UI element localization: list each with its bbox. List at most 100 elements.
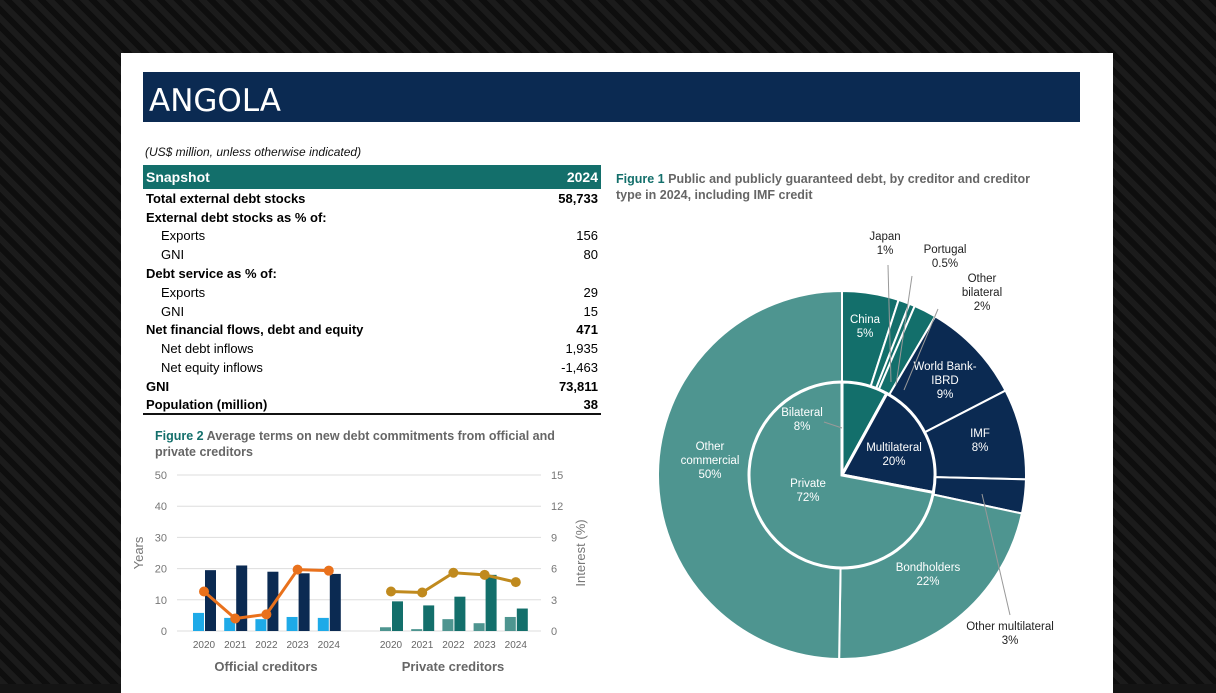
pie-slice-multilateral: [839, 391, 937, 495]
grace-bar: [411, 629, 423, 631]
leader-line: [981, 493, 1011, 616]
grace-bar: [380, 627, 391, 631]
header-label: Snapshot: [146, 169, 210, 185]
pie-slice-private: [747, 380, 936, 570]
slice-label: bilateral: [962, 287, 1002, 299]
row-value: 73,811: [558, 378, 598, 394]
snapshot-table: Snapshot 2024 Total external debt stocks 5…: [143, 165, 601, 415]
figure2-title: Figure 2 Average terms on new debt commi…: [155, 428, 595, 460]
interest-point: [386, 586, 396, 597]
table-row: Exports 156: [143, 227, 601, 246]
slice-pct: 8%: [972, 442, 989, 454]
table-row: Net financial flows, debt and equity 471: [143, 321, 601, 340]
leader-line: [903, 308, 939, 391]
table-row: GNI 15: [143, 302, 601, 321]
slice-label: IBRD: [931, 375, 958, 387]
unit-note: (US$ million, unless otherwise indicated…: [145, 145, 362, 159]
interest-point: [417, 587, 428, 598]
header-year: 2024: [566, 169, 598, 185]
slice-pct: 22%: [916, 576, 939, 588]
x-tick-label: 2022: [255, 640, 278, 651]
slice-label: China: [850, 314, 881, 326]
slice-pct: 5%: [857, 328, 874, 340]
y-tick-label: 30: [155, 532, 167, 544]
row-value: 80: [583, 247, 598, 263]
row-value: 1,935: [565, 341, 598, 357]
slice-label: Japan: [869, 231, 900, 243]
slice-pct: 0.5%: [932, 258, 958, 270]
document-page: ANGOLA (US$ million, unless otherwise in…: [121, 53, 1113, 693]
interest-point: [199, 586, 209, 597]
row-label: Debt service as % of:: [146, 266, 277, 282]
row-label: Population (million): [146, 396, 268, 412]
grace-bar: [473, 623, 485, 631]
interest-point: [292, 564, 303, 575]
row-value: 38: [583, 396, 598, 412]
table-row: Net equity inflows -1,463: [143, 358, 601, 377]
row-value: 15: [583, 303, 598, 319]
grace-bar: [224, 617, 236, 631]
maturity-bar: [454, 596, 466, 631]
row-value: 29: [583, 284, 598, 300]
row-label: GNI: [161, 247, 185, 263]
slice-label: Other multilateral: [966, 621, 1054, 633]
interest-point: [261, 609, 272, 620]
maturity-bar: [392, 601, 403, 631]
snapshot-header: Snapshot 2024: [143, 165, 601, 189]
x-tick-label: 2020: [193, 640, 216, 651]
x-tick-label: 2024: [505, 640, 528, 651]
grace-bar: [442, 619, 454, 631]
maturity-bar: [329, 573, 341, 631]
y2-tick-label: 15: [551, 470, 563, 482]
interest-point: [479, 569, 490, 580]
x-tick-label: 2023: [286, 640, 309, 651]
table-row: Exports 29: [143, 283, 601, 302]
row-value: 58,733: [558, 190, 598, 206]
figure1-title: Figure 1 Public and publicly guaranteed …: [616, 171, 1036, 203]
slice-pct: 1%: [877, 245, 894, 257]
table-row: Population (million) 38: [143, 396, 601, 415]
x-tick-label: 2021: [224, 640, 247, 651]
inner-pct: 72%: [796, 492, 819, 504]
y2-axis-label: Interest (%): [573, 519, 588, 586]
x-tick-label: 2020: [380, 640, 403, 651]
slice-pct: 2%: [974, 301, 991, 313]
slice-label: World Bank-: [913, 361, 976, 373]
leader-line: [887, 264, 892, 383]
interest-point: [230, 613, 241, 624]
maturity-bar: [267, 571, 279, 631]
table-row: Total external debt stocks 58,733: [143, 189, 601, 208]
y2-tick-label: 3: [551, 595, 557, 607]
y2-tick-label: 12: [551, 501, 563, 513]
row-label: Net debt inflows: [161, 341, 254, 357]
interest-point: [510, 577, 521, 588]
leader-line: [823, 421, 843, 429]
table-row: Debt service as % of:: [143, 264, 601, 283]
slice-label: IMF: [970, 428, 990, 440]
table-row: External debt stocks as % of:: [143, 208, 601, 227]
slice-label: Portugal: [924, 244, 967, 256]
maturity-bar: [485, 574, 497, 631]
inner-label: Multilateral: [866, 442, 922, 454]
inner-pct: 8%: [794, 421, 811, 433]
table-row: GNI 80: [143, 245, 601, 264]
row-label: Net financial flows, debt and equity: [146, 322, 364, 338]
slice-label: Bondholders: [896, 562, 961, 574]
group-label: Official creditors: [214, 659, 317, 674]
table-row: Net debt inflows 1,935: [143, 339, 601, 358]
x-tick-label: 2024: [318, 640, 341, 651]
figure1-number: Figure 1: [616, 172, 665, 186]
row-label: GNI: [146, 378, 170, 394]
row-label: Net equity inflows: [161, 360, 263, 376]
inner-label: Private: [790, 478, 826, 490]
y2-tick-label: 6: [551, 564, 557, 576]
row-value: 156: [576, 228, 598, 244]
grace-bar: [317, 617, 329, 631]
slice-pct: 3%: [1002, 635, 1019, 647]
interest-point: [448, 567, 459, 578]
x-tick-label: 2022: [442, 640, 465, 651]
maturity-bar: [516, 608, 528, 631]
charts-canvas: 0 0 10 3 20 6 30 9 40 12 50 15 Years Interest (%) 2020…: [131, 231, 1054, 674]
y-tick-label: 50: [155, 470, 167, 482]
inner-label: Bilateral: [781, 407, 823, 419]
